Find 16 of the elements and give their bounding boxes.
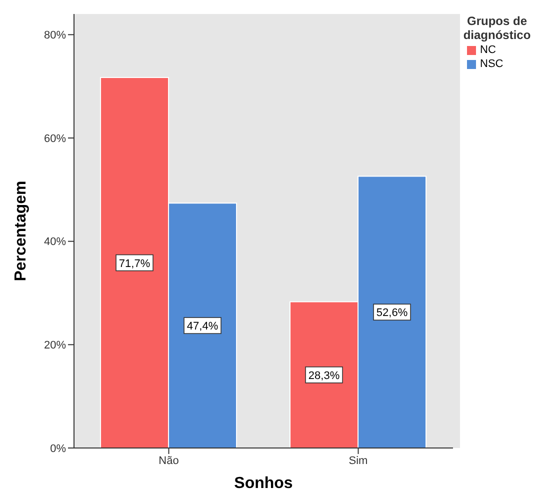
data-label: 28,3% bbox=[308, 370, 340, 382]
x-tick-label: Sim bbox=[348, 454, 368, 467]
legend-label: NSC bbox=[480, 58, 504, 70]
x-tick-label: Não bbox=[158, 454, 179, 467]
legend-label: NC bbox=[480, 44, 496, 56]
data-label: 47,4% bbox=[186, 320, 218, 333]
y-tick-label: 0% bbox=[50, 442, 66, 455]
y-axis-title: Percentagem bbox=[12, 180, 30, 282]
data-label: 52,6% bbox=[376, 307, 408, 320]
data-label: 71,7% bbox=[118, 258, 150, 270]
y-tick-label: 60% bbox=[44, 132, 66, 145]
y-tick-label: 20% bbox=[44, 340, 66, 352]
legend-title: Grupos de diagnóstico bbox=[462, 14, 532, 42]
x-axis-title: Sonhos bbox=[234, 475, 293, 492]
y-tick-label: 40% bbox=[44, 236, 66, 248]
y-tick-label: 80% bbox=[44, 30, 66, 42]
